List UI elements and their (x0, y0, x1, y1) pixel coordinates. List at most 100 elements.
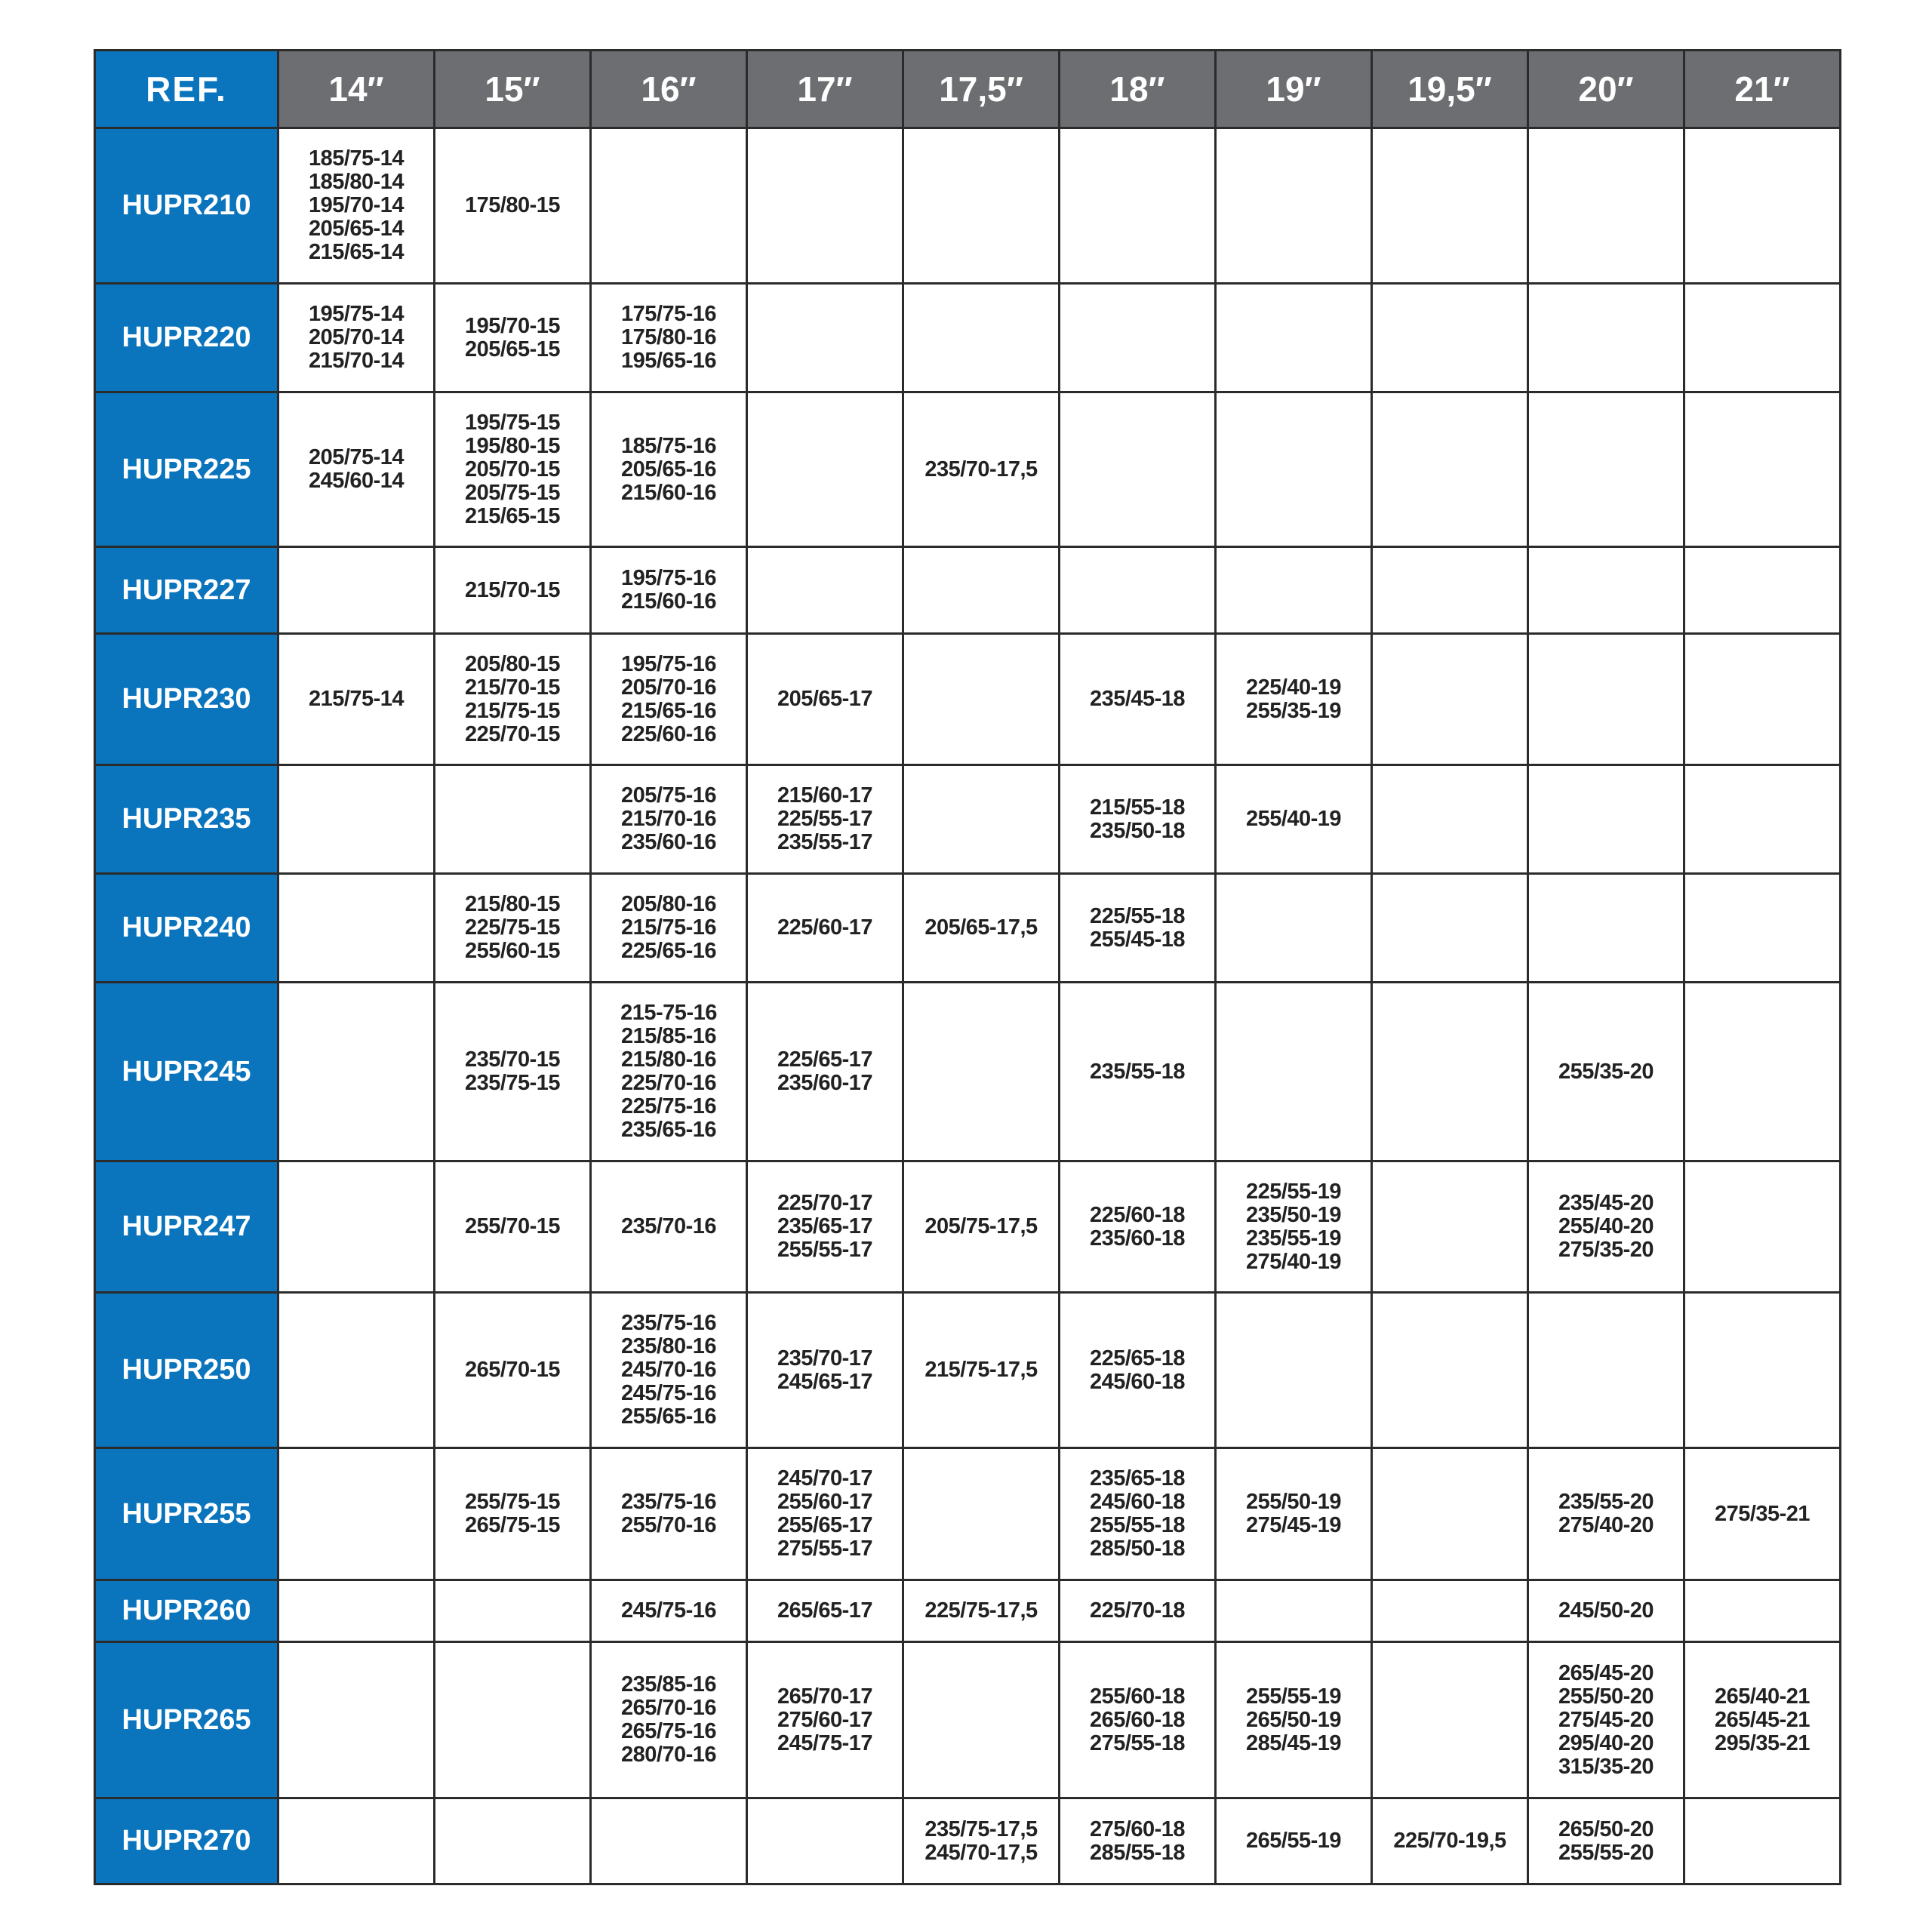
size-cell (746, 546, 904, 635)
tire-size: 235/75-16 (620, 1311, 717, 1335)
tire-size: 255/40-19 (1245, 807, 1342, 831)
size-cell (1058, 546, 1217, 635)
size-cell: 255/60-18 265/60-18 275/55-18 (1058, 1641, 1217, 1799)
tire-size: 215/85-16 (620, 1024, 717, 1048)
tire-size: 205/65-17 (777, 687, 873, 711)
tire-size: 205/65-14 (308, 217, 405, 241)
tire-size: 205/70-16 (620, 675, 717, 700)
ref-cell: HUPR245 (94, 981, 279, 1162)
tire-size: 265/55-19 (1245, 1829, 1342, 1853)
tire-size: 245/75-17 (777, 1730, 873, 1755)
size-cell (1214, 981, 1373, 1162)
tire-size: 205/70-15 (464, 457, 561, 481)
tire-size: 235/45-20 (1558, 1191, 1654, 1215)
tire-size: 295/35-21 (1714, 1730, 1810, 1755)
size-cell (1683, 1579, 1841, 1643)
tire-size: 215/75-17,5 (924, 1358, 1038, 1382)
tire-size: 215/60-16 (620, 589, 717, 614)
size-cell (1371, 1160, 1529, 1294)
size-cell (902, 764, 1060, 875)
tire-size: 215/65-15 (464, 503, 561, 528)
size-cell: 265/65-17 (746, 1579, 904, 1643)
tire-size: 245/65-17 (777, 1369, 873, 1394)
tire-size: 275/45-19 (1245, 1513, 1342, 1537)
size-cell: 225/70-17 235/65-17 255/55-17 (746, 1160, 904, 1294)
tire-size: 235/55-18 (1089, 1059, 1186, 1084)
size-cell (1683, 546, 1841, 635)
tire-size: 265/45-21 (1714, 1707, 1810, 1732)
tire-size: 255/55-19 (1245, 1684, 1342, 1709)
size-cell: 225/55-19 235/50-19 235/55-19 275/40-19 (1214, 1160, 1373, 1294)
tire-size: 275/55-18 (1089, 1730, 1186, 1755)
tire-size: 235/65-17 (777, 1214, 873, 1238)
size-cell (1527, 872, 1685, 983)
tire-size: 215/75-14 (308, 687, 405, 711)
tire-size: 265/70-17 (777, 1684, 873, 1709)
tire-size: 245/60-18 (1089, 1490, 1186, 1514)
tire-size: 175/80-16 (620, 325, 717, 349)
tire-size: 205/75-16 (620, 783, 717, 808)
size-cell (1527, 764, 1685, 875)
size-cell: 235/70-16 (589, 1160, 748, 1294)
header-rim-size: 18″ (1058, 49, 1217, 129)
size-cell (277, 546, 435, 635)
tire-size: 265/40-21 (1714, 1684, 1810, 1709)
tire-size: 295/40-20 (1558, 1730, 1654, 1755)
header-rim-size: 15″ (433, 49, 592, 129)
tire-size: 235/65-18 (1089, 1466, 1186, 1491)
tire-size: 255/55-20 (1558, 1840, 1654, 1865)
tire-size: 225/65-17 (777, 1048, 873, 1072)
size-cell: 225/40-19 255/35-19 (1214, 632, 1373, 766)
header-row: REF. 14″ 15″ 16″ 17″ 17,5″ 18″ 19″ 19,5″ 20″ 21″ (94, 49, 1841, 129)
tire-size: 225/70-18 (1089, 1598, 1186, 1623)
tire-size: 215-75-16 (620, 1001, 717, 1025)
ref-cell: HUPR220 (94, 282, 279, 393)
size-cell (1214, 391, 1373, 548)
tire-size: 265/65-17 (777, 1598, 873, 1623)
tire-size: 195/75-16 (620, 651, 717, 676)
tire-size: 255/45-18 (1089, 927, 1186, 952)
tire-size: 255/50-20 (1558, 1684, 1654, 1709)
size-cell (1683, 872, 1841, 983)
size-cell (1371, 546, 1529, 635)
size-cell: 195/75-14 205/70-14 215/70-14 (277, 282, 435, 393)
header-rim-size: 16″ (589, 49, 748, 129)
size-cell: 265/70-17 275/60-17 245/75-17 (746, 1641, 904, 1799)
tire-size: 255/70-16 (620, 1513, 717, 1537)
size-cell: 185/75-16 205/65-16 215/60-16 (589, 391, 748, 548)
size-cell (1683, 127, 1841, 285)
size-cell (1371, 391, 1529, 548)
header-rim-size: 17″ (746, 49, 904, 129)
size-cell (902, 1447, 1060, 1581)
size-cell: 225/70-18 (1058, 1579, 1217, 1643)
tire-size: 235/50-18 (1089, 818, 1186, 843)
size-cell (746, 127, 904, 285)
size-cell (746, 282, 904, 393)
tire-size: 195/70-14 (308, 193, 405, 217)
size-cell (1058, 282, 1217, 393)
size-cell (902, 127, 1060, 285)
header-rim-size: 17,5″ (902, 49, 1060, 129)
tire-size: 175/75-16 (620, 302, 717, 326)
table-row: HUPR227 215/70-15 195/75-16 215/60-16 (94, 546, 1841, 635)
size-cell (1371, 127, 1529, 285)
table-row: HUPR225 205/75-14 245/60-14 195/75-15 195/80… (94, 391, 1841, 548)
size-cell: 235/45-20 255/40-20 275/35-20 (1527, 1160, 1685, 1294)
size-cell: 235/85-16 265/70-16 265/75-16 280/70-16 (589, 1641, 748, 1799)
tire-size: 185/75-16 (620, 433, 717, 458)
size-cell: 225/75-17,5 (902, 1579, 1060, 1643)
size-cell: 185/75-14 185/80-14 195/70-14 205/65-14 215/… (277, 127, 435, 285)
tire-size: 235/65-16 (620, 1118, 717, 1142)
tire-size: 275/40-20 (1558, 1513, 1654, 1537)
tire-size: 215/75-15 (464, 698, 561, 723)
tire-size: 275/35-21 (1714, 1501, 1810, 1526)
size-cell: 235/75-16 235/80-16 245/70-16 245/75-16 255/… (589, 1291, 748, 1449)
table-row: HUPR235 205/75-16 215/70-16 235/60-16 215/60… (94, 764, 1841, 875)
size-cell (277, 872, 435, 983)
table-row: HUPR240 215/80-15 225/75-15 255/60-15 205/80… (94, 872, 1841, 983)
size-cell (1527, 546, 1685, 635)
size-cell (433, 1797, 592, 1885)
size-cell: 235/70-17 245/65-17 (746, 1291, 904, 1449)
size-cell (277, 1160, 435, 1294)
tire-size: 235/75-16 (620, 1490, 717, 1514)
